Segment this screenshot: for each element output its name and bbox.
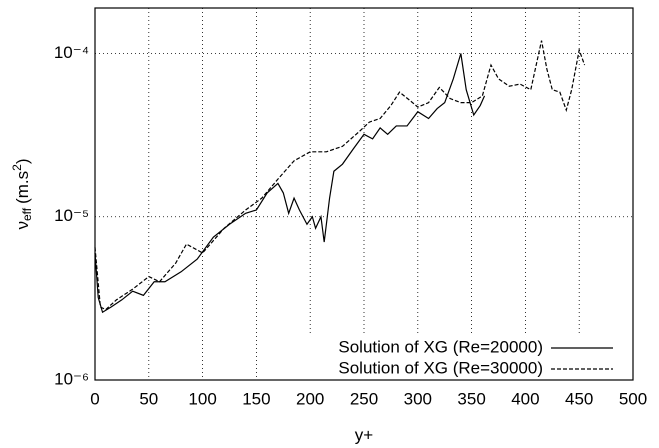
y-tick-label: 10⁻⁴ bbox=[54, 43, 89, 62]
y-tick-label: 10⁻⁵ bbox=[54, 206, 89, 225]
x-tick-label: 100 bbox=[188, 389, 216, 408]
y-axis-label: νeff(m.s2) bbox=[10, 158, 34, 229]
legend-label: Solution of XG (Re=30000) bbox=[338, 358, 543, 377]
x-tick-label: 500 bbox=[619, 389, 647, 408]
series-line bbox=[94, 40, 586, 311]
series-line bbox=[94, 53, 486, 314]
x-tick-label: 50 bbox=[139, 389, 158, 408]
plot-frame bbox=[94, 7, 634, 381]
legend-label: Solution of XG (Re=20000) bbox=[338, 337, 543, 356]
legend-box bbox=[290, 336, 631, 380]
x-tick-label: 200 bbox=[296, 389, 324, 408]
x-tick-label: 300 bbox=[404, 389, 432, 408]
x-tick-label: 400 bbox=[511, 389, 539, 408]
x-tick-label: 0 bbox=[90, 389, 99, 408]
x-tick-label: 350 bbox=[457, 389, 485, 408]
x-axis-label: y+ bbox=[355, 425, 374, 444]
x-tick-label: 450 bbox=[565, 389, 593, 408]
x-tick-label: 150 bbox=[242, 389, 270, 408]
y-tick-label: 10⁻⁶ bbox=[54, 369, 89, 388]
x-tick-label: 250 bbox=[350, 389, 378, 408]
